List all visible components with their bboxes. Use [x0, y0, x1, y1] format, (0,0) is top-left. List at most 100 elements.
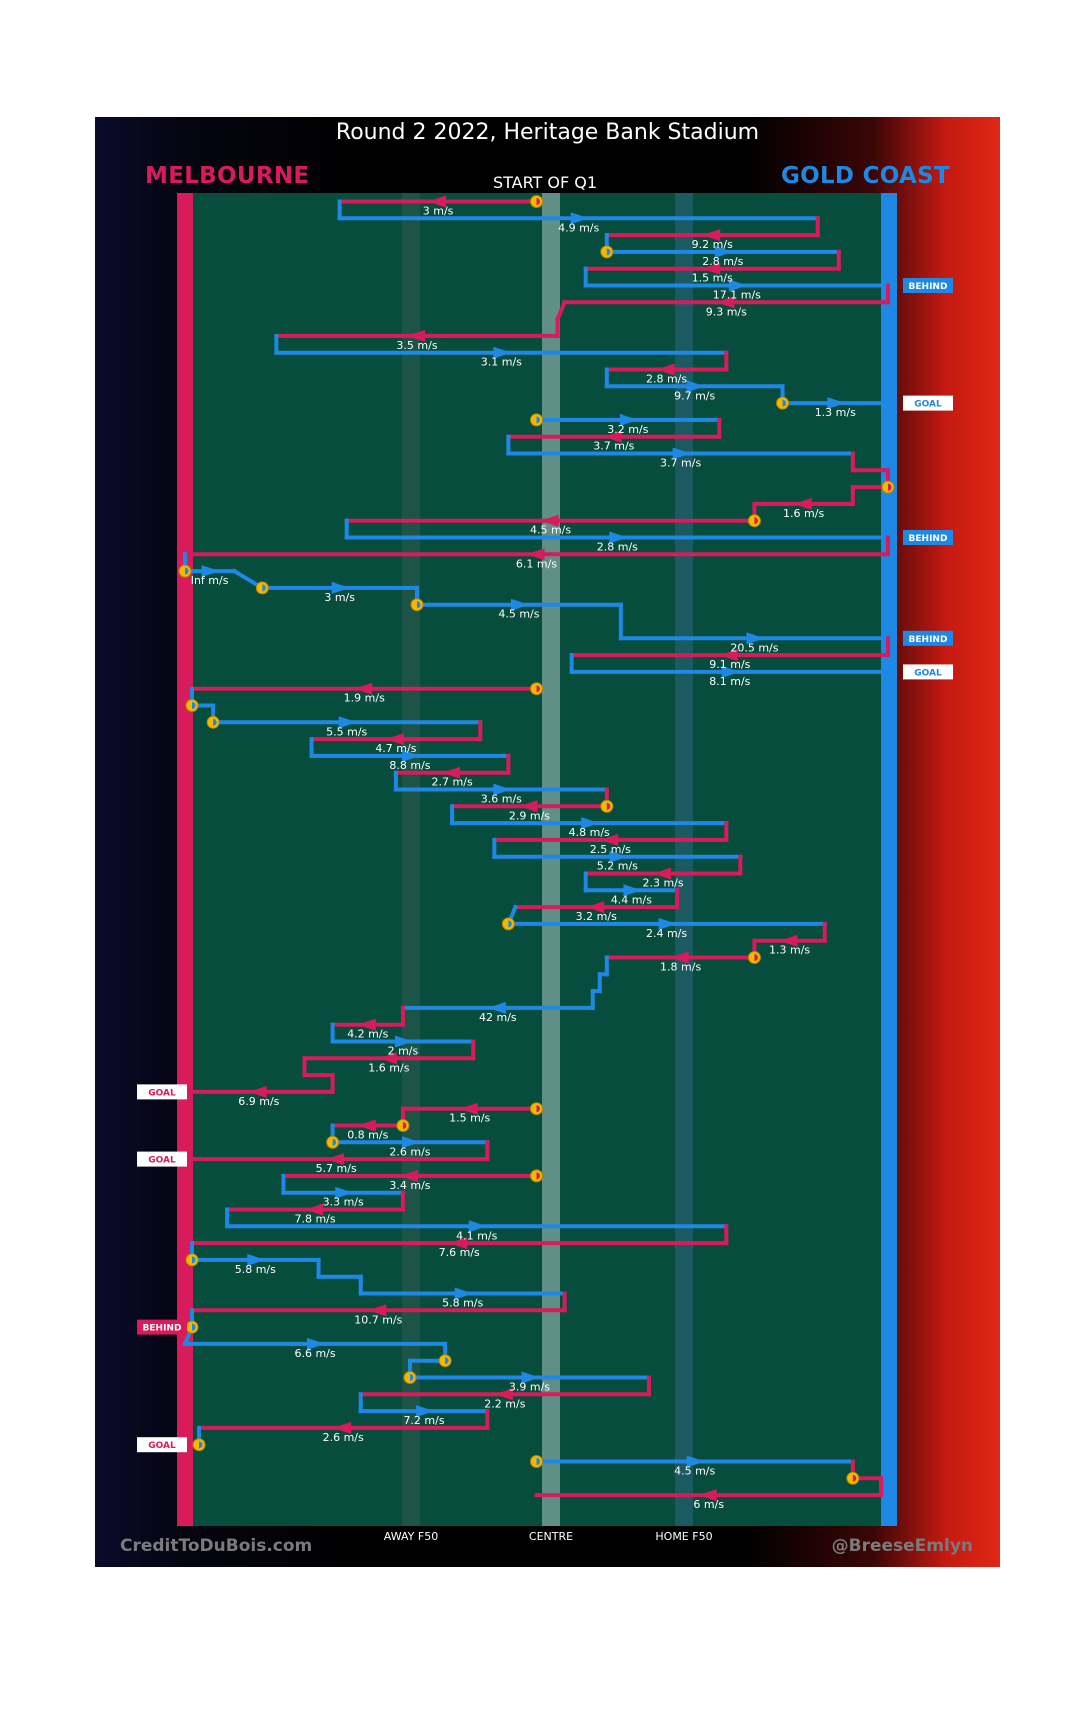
speed-label: 2.8 m/s [597, 541, 638, 554]
chart-svg: 3 m/s 4.9 m/s 9.2 m/s 2.8 m/s 1.5 m/s 17.1 m/… [137, 193, 953, 1526]
direction-arrow [368, 1304, 387, 1317]
direction-arrow [653, 867, 672, 880]
speed-label: 2 m/s [388, 1045, 419, 1058]
marker-team-half [192, 1323, 196, 1331]
chart-panel: 3 m/s 4.9 m/s 9.2 m/s 2.8 m/s 1.5 m/s 17.1 m/… [95, 117, 1000, 1567]
speed-label: 4.5 m/s [498, 608, 539, 621]
marker-team-half [402, 1122, 407, 1129]
speed-label: 6.1 m/s [516, 557, 557, 570]
speed-label: 4.1 m/s [456, 1229, 497, 1242]
speed-label: Inf m/s [191, 574, 229, 587]
direction-arrow [746, 632, 765, 645]
outcome-badge [137, 1319, 187, 1335]
direction-arrow [670, 951, 689, 964]
marker-team-half [445, 1357, 449, 1365]
marker-team-half [199, 1441, 203, 1449]
speed-label: 2.9 m/s [509, 809, 550, 822]
direction-arrow [357, 1119, 376, 1132]
speed-label: 3.6 m/s [481, 793, 522, 806]
marker-team-half [536, 416, 540, 424]
speed-label: 7.6 m/s [439, 1246, 480, 1259]
score-badges: BEHIND GOAL BEHIND BEHIND GOAL GOAL GOAL BEHIND… [137, 278, 953, 1453]
direction-arrow [338, 716, 357, 729]
chart-title: Round 2 2022, Heritage Bank Stadium [335, 120, 760, 145]
direction-arrow [540, 514, 559, 527]
direction-arrow [493, 783, 512, 796]
outcome-badge [903, 664, 953, 680]
marker-team-half [536, 685, 540, 693]
field-background [177, 193, 895, 1526]
credit-right: @BreeseEmlyn [831, 1536, 973, 1556]
direction-arrow [454, 1287, 473, 1300]
outcome-label: BEHIND [909, 534, 948, 544]
direction-arrow [714, 245, 733, 258]
direction-arrow [609, 850, 628, 863]
speed-label: 3.7 m/s [660, 457, 701, 470]
speed-label: 2.4 m/s [646, 927, 687, 940]
marker-team-half [409, 1374, 414, 1381]
speed-label: 2.6 m/s [389, 1145, 430, 1158]
speed-label: 3 m/s [324, 591, 355, 604]
marker-team-half [192, 1256, 196, 1264]
direction-arrow [399, 1169, 418, 1182]
speed-label: 9.2 m/s [692, 238, 733, 251]
direction-arrow [581, 817, 600, 830]
marker-team-half [852, 1474, 857, 1482]
speed-label: 3.4 m/s [389, 1179, 430, 1192]
marker-team-half [536, 1172, 540, 1180]
speed-label: 5.5 m/s [326, 725, 367, 738]
speed-label: 1.6 m/s [368, 1061, 409, 1074]
speed-label: 5.8 m/s [235, 1263, 276, 1276]
marker-team-half [536, 1105, 540, 1113]
direction-arrow [468, 1220, 487, 1233]
direction-arrow [394, 1035, 413, 1048]
home-goal-line [177, 193, 193, 1526]
speed-label: 2.2 m/s [484, 1397, 525, 1410]
home-f50-tick-label: HOME F50 [655, 1530, 713, 1543]
marker-team-half [606, 802, 611, 810]
marker-team-half [508, 920, 512, 928]
outcome-label: GOAL [148, 1088, 176, 1098]
direction-arrow [378, 1052, 397, 1065]
speed-label: 1.5 m/s [449, 1112, 490, 1125]
away-goal-line [881, 193, 897, 1526]
marker-team-half [888, 483, 892, 491]
speed-label: 1.8 m/s [660, 961, 701, 974]
direction-arrow [603, 430, 622, 443]
speed-label: 17.1 m/s [713, 289, 761, 302]
direction-arrows [201, 195, 846, 1502]
outcome-label: GOAL [148, 1156, 176, 1166]
outcome-badge [137, 1084, 187, 1100]
speed-label: 6.9 m/s [238, 1095, 279, 1108]
centre-tick-label: CENTRE [528, 1530, 574, 1543]
direction-arrow [656, 363, 675, 376]
speed-label: 4.5 m/s [530, 524, 571, 537]
speed-label: 2.6 m/s [323, 1431, 364, 1444]
direction-arrow [401, 1136, 420, 1149]
direction-arrow [357, 1018, 376, 1031]
direction-arrow [305, 1203, 324, 1216]
outcome-badge [137, 1151, 187, 1167]
speed-label: 1.3 m/s [769, 944, 810, 957]
outcome-label: GOAL [914, 400, 942, 410]
direction-arrow [721, 665, 740, 678]
outcome-label: BEHIND [909, 635, 948, 645]
direction-arrow [702, 229, 721, 242]
direction-arrow [247, 1253, 266, 1266]
direction-arrow [793, 497, 812, 510]
speed-label: 42 m/s [479, 1011, 517, 1024]
direction-arrow [686, 1455, 705, 1468]
direction-arrow [406, 329, 425, 342]
direction-arrow [728, 279, 747, 292]
direction-arrow [333, 1421, 352, 1434]
outcome-label: GOAL [914, 668, 942, 678]
direction-arrow [519, 800, 538, 813]
speed-label: 3 m/s [423, 205, 454, 218]
direction-arrow [487, 1001, 506, 1014]
speed-label: 8.8 m/s [389, 759, 430, 772]
direction-arrow [586, 901, 605, 914]
outcome-badge [903, 530, 953, 545]
chain-segment [554, 299, 568, 322]
speed-label: 4.9 m/s [558, 221, 599, 234]
marker-team-half [782, 399, 787, 407]
